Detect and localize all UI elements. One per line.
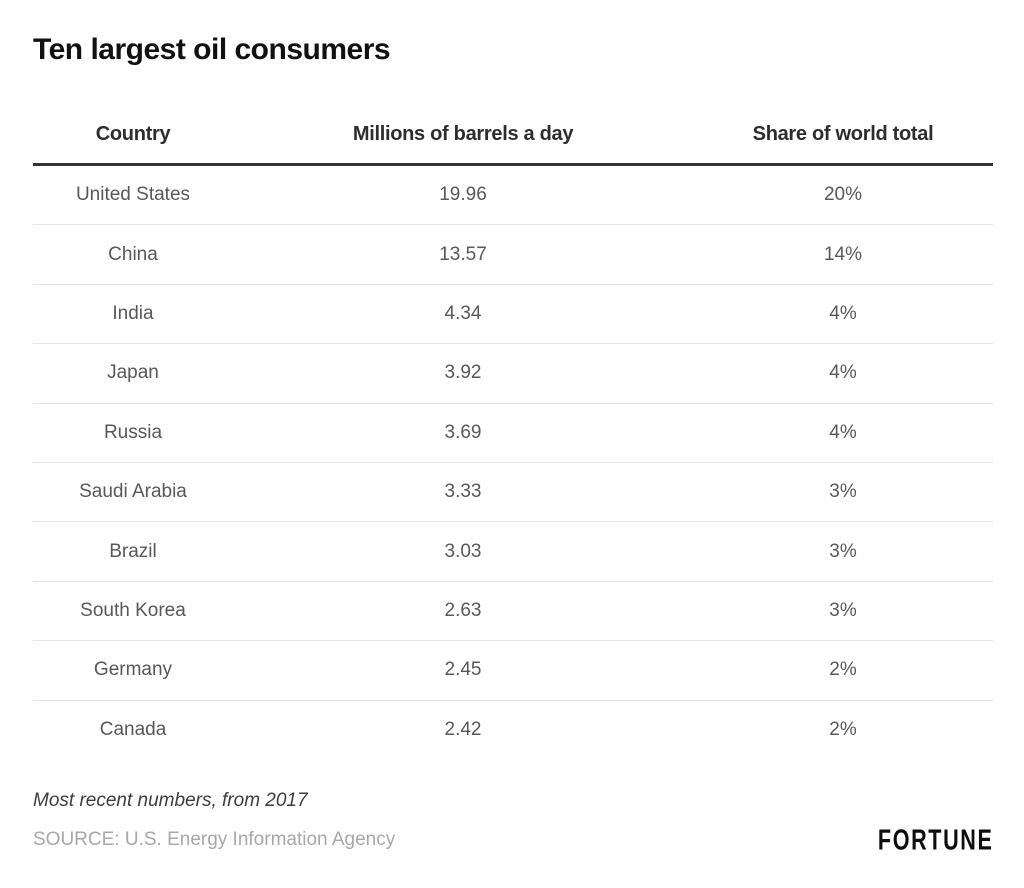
table-row-russia: Russia 3.69 4% — [33, 404, 993, 463]
cell-barrels: 19.96 — [439, 184, 487, 206]
cell-barrels: 2.42 — [444, 719, 482, 741]
source-row: SOURCE: U.S. Energy Information Agency F… — [33, 824, 993, 856]
cell-share: 20% — [823, 184, 863, 206]
cell-barrels: 3.92 — [444, 362, 482, 384]
table-row-brazil: Brazil 3.03 3% — [33, 522, 993, 582]
table-row-china: China 13.57 14% — [33, 225, 993, 285]
cell-share: 2% — [829, 659, 857, 681]
page-title: Ten largest oil consumers — [33, 33, 391, 66]
table-row-japan: Japan 3.92 4% — [33, 344, 993, 404]
cell-country: Saudi Arabia — [79, 481, 187, 503]
cell-share: 3% — [829, 540, 857, 562]
oil-consumers-table: Country Millions of barrels a day Share … — [33, 106, 993, 760]
cell-barrels: 2.45 — [444, 659, 482, 681]
cell-country: Canada — [99, 719, 167, 741]
cell-barrels: 3.33 — [444, 481, 482, 503]
cell-country: China — [108, 243, 158, 265]
cell-country: United States — [75, 184, 191, 206]
cell-country: Brazil — [109, 540, 157, 562]
table-row-canada: Canada 2.42 2% — [33, 701, 993, 760]
cell-share: 14% — [823, 243, 863, 265]
cell-share: 4% — [829, 302, 857, 324]
cell-country: India — [112, 302, 154, 324]
table-row-united-states: United States 19.96 20% — [33, 166, 993, 226]
fortune-logo: FORTUNE — [877, 824, 993, 856]
cell-barrels: 13.57 — [439, 243, 487, 265]
source-text: SOURCE: U.S. Energy Information Agency — [33, 829, 396, 851]
footnote: Most recent numbers, from 2017 — [33, 789, 308, 811]
table-row-india: India 4.34 4% — [33, 285, 993, 345]
cell-share: 2% — [829, 719, 857, 741]
cell-country: Japan — [107, 362, 159, 384]
table-header-row: Country Millions of barrels a day Share … — [33, 106, 993, 166]
column-header-barrels: Millions of barrels a day — [352, 123, 574, 145]
cell-share: 3% — [829, 599, 857, 621]
cell-country: South Korea — [80, 599, 186, 621]
table-row-saudi-arabia: Saudi Arabia 3.33 3% — [33, 463, 993, 523]
cell-barrels: 4.34 — [444, 302, 482, 324]
table-row-germany: Germany 2.45 2% — [33, 641, 993, 701]
cell-share: 3% — [829, 481, 857, 503]
cell-share: 4% — [829, 421, 857, 443]
cell-barrels: 3.03 — [444, 540, 482, 562]
cell-barrels: 2.63 — [444, 599, 482, 621]
cell-country: Germany — [93, 659, 173, 681]
column-header-share: Share of world total — [752, 123, 934, 145]
cell-barrels: 3.69 — [444, 421, 482, 443]
column-header-country: Country — [95, 123, 171, 145]
chart-content: Ten largest oil consumers Country Millio… — [33, 0, 993, 856]
table-row-south-korea: South Korea 2.63 3% — [33, 582, 993, 642]
cell-share: 4% — [829, 362, 857, 384]
cell-country: Russia — [103, 421, 163, 443]
